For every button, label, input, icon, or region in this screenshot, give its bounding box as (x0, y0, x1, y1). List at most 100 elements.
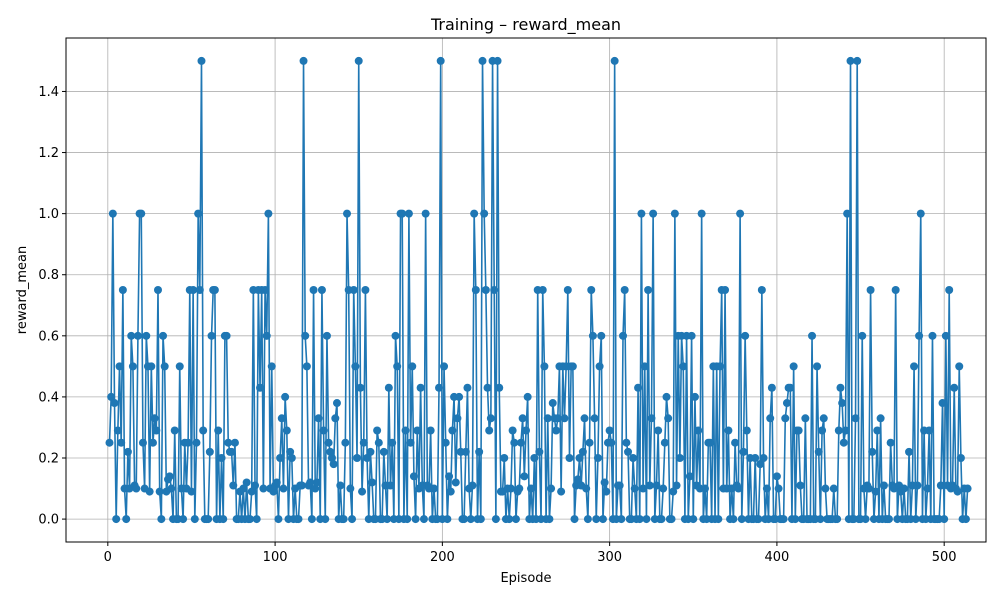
data-point (841, 426, 850, 435)
data-point (879, 481, 888, 490)
data-point (495, 383, 504, 392)
data-point (833, 515, 842, 524)
data-point (754, 515, 763, 524)
data-point (538, 286, 547, 294)
data-point (839, 438, 848, 447)
y-tick-label: 1.2 (38, 146, 59, 161)
data-point (916, 209, 925, 218)
data-point (184, 438, 193, 447)
data-point (453, 414, 462, 423)
data-point (463, 383, 472, 392)
data-point (264, 209, 273, 218)
data-point (721, 286, 730, 294)
data-point (159, 331, 168, 340)
y-tick-label: 1.0 (38, 207, 59, 222)
data-point (527, 484, 536, 493)
data-point (379, 447, 388, 456)
data-point (757, 286, 766, 294)
data-point (639, 484, 648, 493)
data-point (393, 362, 402, 371)
data-point (570, 515, 579, 524)
data-point (553, 414, 562, 423)
data-point (659, 484, 668, 493)
data-point (117, 438, 126, 447)
data-point (349, 286, 358, 294)
data-point (214, 426, 223, 435)
data-point (620, 286, 629, 294)
data-point (644, 286, 653, 294)
data-point (309, 286, 318, 294)
data-point (669, 487, 678, 496)
data-point (246, 515, 254, 524)
data-point (274, 515, 283, 524)
data-point (945, 286, 954, 294)
data-point (751, 454, 760, 462)
data-point (471, 286, 480, 294)
data-point (430, 484, 438, 493)
data-point (336, 481, 345, 490)
data-point (466, 515, 475, 524)
data-point (470, 209, 479, 218)
data-point (593, 454, 602, 462)
data-point (598, 515, 607, 524)
data-point (363, 454, 372, 462)
data-point (821, 484, 830, 493)
data-point (476, 515, 485, 524)
data-point (587, 286, 596, 294)
y-tick-label: 0.0 (38, 513, 59, 528)
data-point (426, 426, 435, 435)
data-point (281, 392, 290, 401)
data-point (222, 331, 231, 340)
data-point (540, 362, 549, 371)
data-point (657, 515, 666, 524)
y-tick-label: 1.4 (38, 85, 59, 100)
data-point (724, 426, 733, 435)
data-point (276, 454, 285, 462)
data-point (697, 209, 706, 218)
data-point (331, 414, 340, 423)
data-point (388, 438, 397, 447)
data-point (133, 331, 142, 340)
data-point (368, 478, 377, 487)
data-point (654, 426, 663, 435)
data-point (602, 487, 611, 496)
data-point (838, 399, 847, 408)
data-point (766, 414, 775, 423)
data-point (816, 515, 825, 524)
data-point (619, 331, 628, 340)
data-point (597, 331, 606, 340)
data-point (351, 362, 360, 371)
data-point (814, 447, 823, 456)
data-point (332, 399, 341, 408)
data-point (647, 414, 656, 423)
data-point (446, 487, 455, 496)
data-point (548, 399, 557, 408)
data-point (189, 286, 198, 294)
data-point (588, 331, 597, 340)
data-point (913, 481, 922, 490)
data-point (582, 484, 591, 493)
data-point (157, 515, 166, 524)
data-point (520, 472, 529, 481)
data-point (409, 472, 418, 481)
data-point (179, 515, 188, 524)
data-point (118, 286, 127, 294)
data-point (170, 426, 179, 435)
data-point (326, 447, 335, 456)
y-tick-label: 0.4 (38, 390, 59, 405)
data-point (716, 362, 725, 371)
data-point (637, 209, 646, 218)
data-point (252, 515, 261, 524)
data-point (607, 438, 616, 447)
data-point (741, 331, 750, 340)
data-point (311, 484, 320, 493)
data-point (905, 447, 914, 456)
x-tick-label: 0 (104, 550, 112, 565)
data-point (478, 56, 487, 65)
data-point (419, 515, 428, 524)
data-point (440, 362, 449, 371)
data-point (547, 484, 556, 493)
data-point (634, 383, 643, 392)
data-point (348, 515, 357, 524)
